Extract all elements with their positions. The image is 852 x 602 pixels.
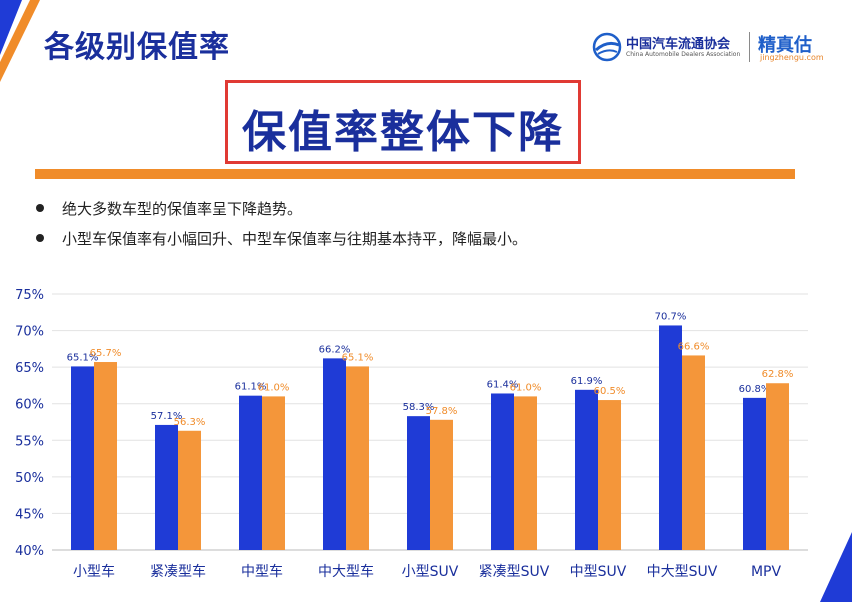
y-tick-label: 40% — [15, 544, 44, 559]
data-label: 65.1% — [67, 352, 99, 363]
bullet-text: 小型车保值率有小幅回升、中型车保值率与往期基本持平，降幅最小。 — [62, 230, 528, 248]
bar-blue — [71, 366, 94, 550]
data-label: 61.9% — [571, 376, 603, 387]
bar-blue — [575, 389, 598, 550]
x-category-label: 紧凑型车 — [150, 563, 206, 580]
data-label: 60.5% — [594, 386, 626, 397]
headline-text: 保值率整体下降 — [242, 107, 564, 158]
bar-orange — [514, 396, 537, 550]
x-category-label: MPV — [751, 564, 782, 580]
page-title: 各级别保值率 — [44, 30, 230, 65]
data-label: 57.1% — [151, 411, 183, 422]
y-tick-label: 65% — [15, 361, 44, 376]
data-label: 61.0% — [510, 382, 542, 393]
data-label: 58.3% — [403, 402, 435, 413]
x-category-label: 中型SUV — [570, 564, 627, 580]
bar-blue — [743, 397, 766, 550]
y-tick-label: 45% — [15, 507, 44, 522]
x-category-label: 小型SUV — [402, 564, 459, 580]
bar-blue — [155, 424, 178, 550]
data-label: 61.0% — [258, 382, 290, 393]
bar-orange — [178, 430, 201, 550]
x-category-label: 中型车 — [241, 563, 283, 580]
bullet-dot-icon — [36, 204, 44, 212]
logo-area: 中国汽车流通协会 China Automobile Dealers Associ… — [592, 30, 842, 64]
accent-divider-bar — [35, 169, 795, 179]
jzg-logo-url: jingzhengu.com — [760, 53, 824, 62]
residual-value-bar-chart: 40%45%50%55%60%65%70%75%65.1%65.7%小型车57.… — [15, 288, 808, 580]
cada-emblem-icon — [592, 32, 622, 62]
jzg-logo-name: 精真估 — [758, 35, 812, 56]
bullet-dot-icon — [36, 234, 44, 242]
data-label: 70.7% — [655, 311, 687, 322]
bullet-text: 绝大多数车型的保值率呈下降趋势。 — [62, 200, 303, 218]
data-label: 56.3% — [174, 417, 206, 428]
y-tick-label: 75% — [15, 288, 44, 303]
data-label: 61.1% — [235, 382, 267, 393]
bar-orange — [346, 366, 369, 550]
y-tick-label: 50% — [15, 471, 44, 486]
bar-blue — [659, 325, 682, 550]
data-label: 61.4% — [487, 379, 519, 390]
x-category-label: 紧凑型SUV — [479, 563, 550, 580]
logo-divider — [749, 32, 750, 62]
cada-logo-english: China Automobile Dealers Association — [626, 51, 741, 58]
data-label: 66.6% — [678, 341, 710, 352]
bar-blue — [407, 416, 430, 550]
bar-orange — [598, 400, 621, 550]
bar-orange — [94, 362, 117, 550]
data-label: 57.8% — [426, 406, 458, 417]
bar-blue — [491, 393, 514, 550]
x-category-label: 中大型车 — [318, 563, 374, 580]
corner-stripe-decoration — [0, 0, 40, 82]
cada-logo-name: 中国汽车流通协会 — [626, 37, 731, 52]
headline-box: 保值率整体下降 — [225, 80, 581, 164]
x-category-label: 中大型SUV — [647, 564, 718, 580]
data-label: 65.1% — [342, 352, 374, 363]
y-tick-label: 70% — [15, 325, 44, 340]
bar-blue — [323, 358, 346, 550]
data-label: 66.2% — [319, 344, 351, 355]
y-tick-label: 60% — [15, 398, 44, 413]
y-tick-label: 55% — [15, 434, 44, 449]
data-label: 60.8% — [739, 384, 771, 395]
data-label: 62.8% — [762, 369, 794, 380]
corner-stripe-decoration — [820, 532, 852, 602]
bar-orange — [682, 355, 705, 550]
bar-orange — [766, 383, 789, 550]
data-label: 65.7% — [90, 348, 122, 359]
bar-blue — [239, 395, 262, 550]
x-category-label: 小型车 — [73, 563, 115, 580]
bar-orange — [430, 419, 453, 550]
bar-orange — [262, 396, 285, 550]
